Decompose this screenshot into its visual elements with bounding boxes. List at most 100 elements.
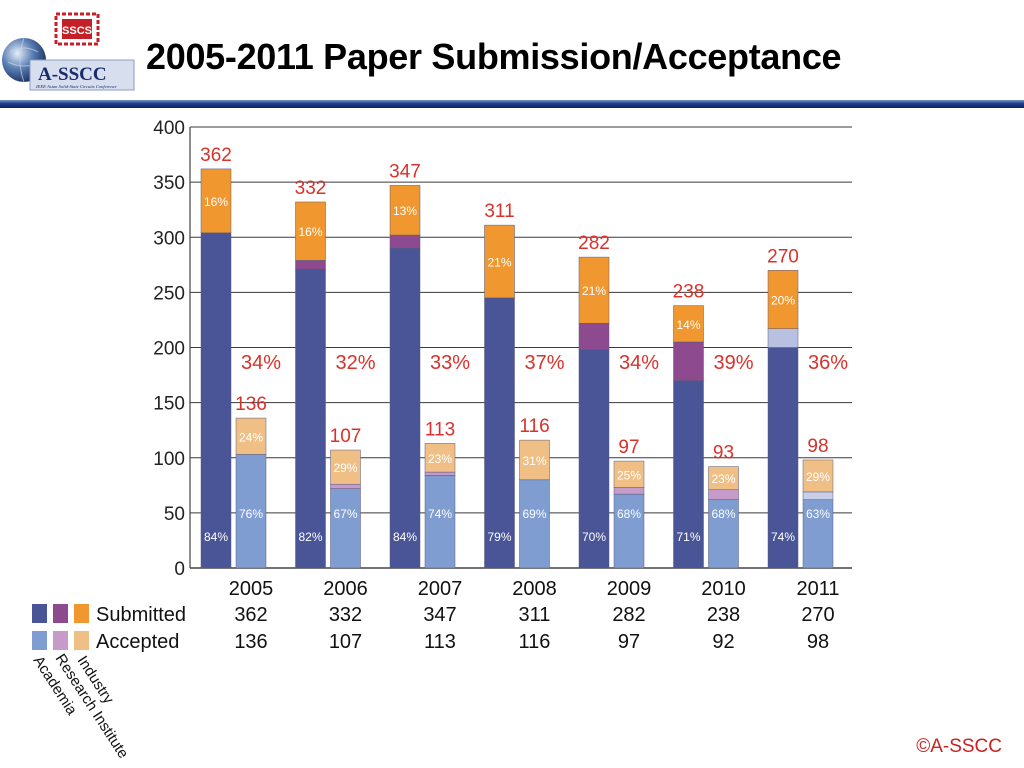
submitted-total-label: 347 bbox=[389, 161, 421, 182]
acceptance-rate-label: 39% bbox=[713, 352, 753, 374]
submitted-industry-bar bbox=[578, 256, 610, 324]
accepted-academia-bar bbox=[708, 499, 739, 569]
accepted-total-label: 116 bbox=[519, 416, 549, 437]
submitted-industry-pct-label: 16% bbox=[298, 225, 322, 239]
accepted-academia-pct-label: 69% bbox=[522, 507, 546, 521]
accepted-industry-bar bbox=[802, 459, 834, 493]
table-accepted-value: 113 bbox=[424, 631, 456, 653]
table-submitted-value: 270 bbox=[801, 604, 834, 626]
table-accepted-value: 97 bbox=[618, 631, 640, 653]
stacked-bar-chart: 0 50 100 150 200 250 300 350 400 84% 76% 16% 24% 362 1… bbox=[30, 118, 852, 762]
table-submitted-value: 238 bbox=[707, 604, 740, 626]
accepted-total-label: 113 bbox=[425, 419, 455, 440]
submitted-industry-pct-label: 16% bbox=[204, 195, 228, 209]
table-accepted-value: 136 bbox=[234, 631, 267, 653]
accepted-academia-pct-label: 67% bbox=[333, 507, 357, 521]
table-submitted-value: 347 bbox=[423, 604, 456, 626]
y-tick-label: 0 bbox=[174, 559, 185, 580]
x-category-label: 2007 bbox=[418, 578, 463, 600]
table-accepted-value: 116 bbox=[519, 631, 551, 653]
accepted-research-institute-bar bbox=[802, 491, 834, 500]
submitted-research-institute-bar bbox=[767, 328, 799, 348]
table-submitted-value: 311 bbox=[519, 604, 551, 626]
legend-submitted-swatch bbox=[53, 604, 68, 623]
submitted-industry-bar bbox=[767, 270, 799, 330]
accepted-academia-bar bbox=[235, 454, 267, 569]
accepted-research-bar bbox=[424, 471, 456, 476]
accepted-industry-bar bbox=[235, 417, 267, 455]
submitted-academia-bar bbox=[389, 248, 421, 569]
submitted-research-bar bbox=[389, 234, 421, 249]
accepted-total-label: 97 bbox=[618, 437, 639, 458]
accepted-academia-bar bbox=[424, 475, 456, 569]
y-tick-label: 400 bbox=[153, 118, 185, 139]
submitted-total-label: 311 bbox=[484, 201, 514, 222]
submitted-academia-bar bbox=[578, 349, 610, 569]
submitted-academia-pct-label: 79% bbox=[487, 530, 511, 544]
submitted-academia-pct-label: 84% bbox=[204, 530, 228, 544]
accepted-industry-bar bbox=[613, 460, 645, 488]
acceptance-rate-label: 34% bbox=[619, 352, 659, 374]
legend-accepted-swatch bbox=[74, 631, 89, 650]
logo-subtitle: IEEE Asian Solid-State Circuits Conferen… bbox=[35, 84, 117, 89]
accepted-research-bar bbox=[613, 487, 645, 495]
x-category-label: 2009 bbox=[607, 578, 652, 600]
x-category-label: 2008 bbox=[512, 578, 557, 600]
y-tick-label: 350 bbox=[153, 173, 185, 194]
submitted-industry-pct-label: 14% bbox=[676, 318, 700, 332]
submitted-academia-bar bbox=[295, 268, 326, 569]
accepted-industry-pct-label: 24% bbox=[239, 430, 263, 444]
submitted-research-bar bbox=[673, 341, 704, 381]
legend-accepted-swatch bbox=[53, 631, 68, 650]
accepted-academia-bar bbox=[519, 479, 550, 569]
submitted-industry-pct-label: 21% bbox=[487, 256, 511, 270]
page-title: 2005-2011 Paper Submission/Acceptance bbox=[146, 36, 842, 77]
accepted-industry-pct-label: 23% bbox=[711, 472, 735, 486]
submitted-academia-pct-label: 84% bbox=[393, 530, 417, 544]
accepted-academia-bar bbox=[330, 488, 361, 569]
y-tick-label: 150 bbox=[153, 394, 185, 415]
accepted-total-label: 136 bbox=[235, 394, 267, 415]
accepted-research-bar bbox=[330, 483, 361, 489]
a-sscc-logo: SSCS A-SSCC IEEE Asian Solid-State Circu… bbox=[2, 12, 135, 91]
y-tick-label: 200 bbox=[153, 339, 185, 360]
y-tick-label: 100 bbox=[153, 449, 185, 470]
acceptance-rate-label: 36% bbox=[808, 352, 848, 374]
title-bar bbox=[0, 100, 1024, 108]
accepted-industry-bar bbox=[424, 443, 456, 473]
submitted-industry-bar bbox=[484, 224, 515, 299]
a-sscc-logo-text: A-SSCC bbox=[38, 64, 107, 85]
acceptance-rate-label: 37% bbox=[524, 352, 564, 374]
submitted-academia-bar bbox=[673, 380, 704, 569]
submitted-academia-bar bbox=[484, 297, 515, 569]
submitted-total-label: 332 bbox=[295, 178, 327, 199]
legend-submitted-swatch bbox=[74, 604, 89, 623]
accepted-industry-bar bbox=[330, 449, 361, 485]
accepted-academia-pct-label: 68% bbox=[617, 507, 641, 521]
accepted-academia-bar bbox=[613, 493, 645, 569]
legend-submitted-label: Submitted bbox=[96, 604, 186, 626]
submitted-industry-pct-label: 21% bbox=[582, 284, 606, 298]
accepted-academia-pct-label: 68% bbox=[711, 507, 735, 521]
acceptance-rate-label: 34% bbox=[241, 352, 281, 374]
table-submitted-value: 282 bbox=[612, 604, 645, 626]
x-category-label: 2011 bbox=[796, 578, 839, 600]
submitted-academia-bar bbox=[200, 232, 232, 569]
submitted-industry-bar bbox=[200, 168, 232, 234]
accepted-research-bar bbox=[708, 489, 739, 500]
copyright-text: ©A-SSCC bbox=[916, 736, 1002, 757]
submitted-industry-bar bbox=[389, 185, 421, 236]
submitted-academia-pct-label: 71% bbox=[676, 530, 700, 544]
accepted-industry-pct-label: 31% bbox=[522, 454, 546, 468]
submitted-research-bar bbox=[295, 260, 326, 270]
acceptance-rate-label: 33% bbox=[430, 352, 470, 374]
x-category-label: 2006 bbox=[323, 578, 368, 600]
submitted-academia-bar bbox=[767, 347, 799, 569]
submitted-academia-pct-label: 70% bbox=[582, 530, 606, 544]
accepted-industry-pct-label: 25% bbox=[617, 468, 641, 482]
legend-accepted-label: Accepted bbox=[96, 631, 179, 653]
acceptance-rate-label: 32% bbox=[335, 352, 375, 374]
accepted-industry-bar bbox=[708, 466, 739, 490]
accepted-academia-pct-label: 76% bbox=[239, 507, 263, 521]
submitted-industry-bar bbox=[673, 305, 704, 343]
